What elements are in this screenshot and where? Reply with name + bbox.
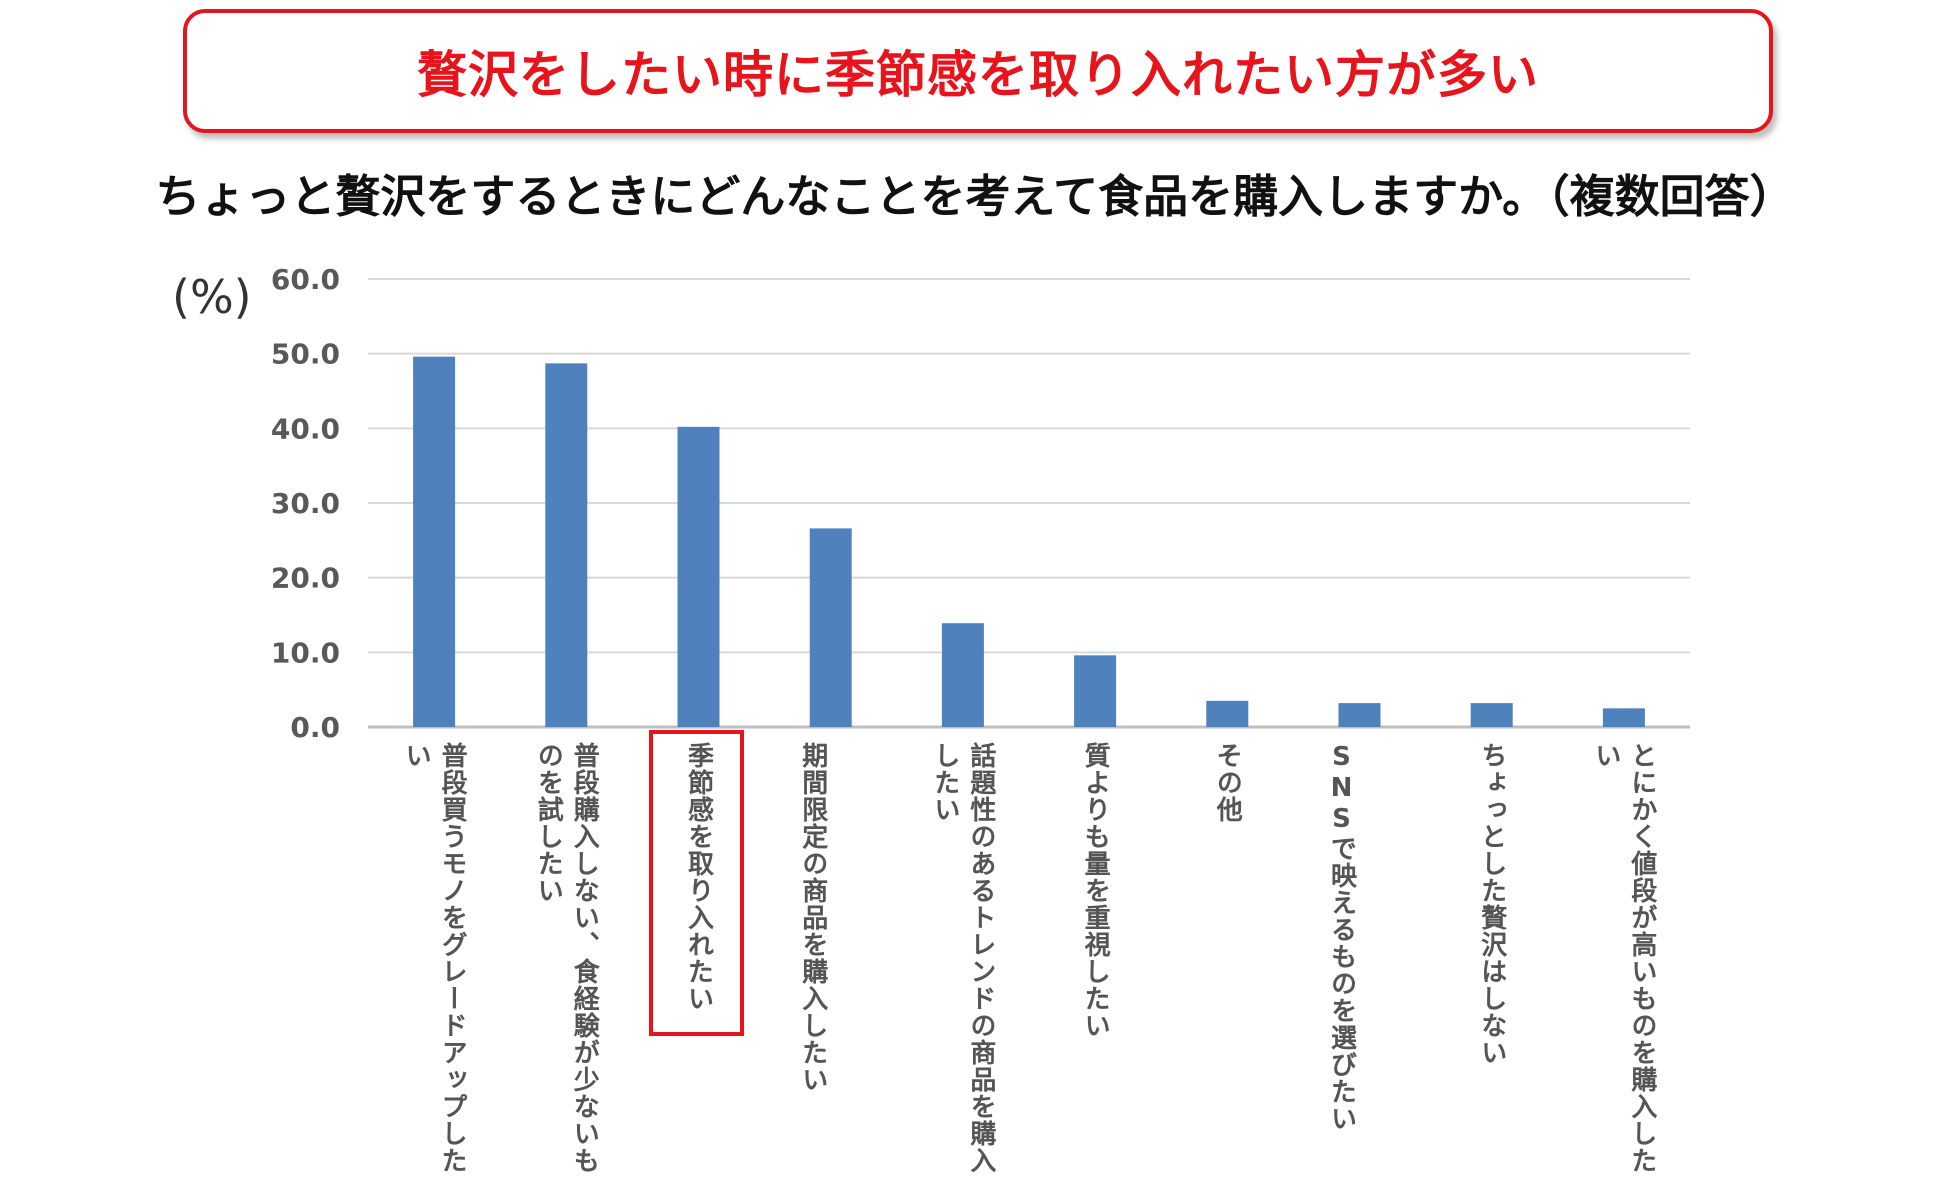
- bar: [413, 356, 456, 727]
- bar: [1206, 700, 1249, 727]
- highlight-box: [649, 730, 744, 1036]
- y-axis-unit: (%): [172, 270, 252, 324]
- x-category-label: 期間限定の商品を購入したい: [797, 742, 828, 1093]
- bar: [809, 528, 852, 727]
- question-subtitle: ちょっと贅沢をするときにどんなことを考えて食品を購入しますか。（複数回答）: [155, 170, 1795, 223]
- headline-banner: 贅沢をしたい時に季節感を取り入れたい方が多い: [183, 9, 1773, 133]
- x-category-label: 普段購入しない、食経験が少ないものを試したい: [533, 742, 600, 1174]
- bar: [1074, 655, 1117, 727]
- y-tick-label: 40.0: [271, 412, 340, 445]
- bar: [1338, 703, 1381, 727]
- y-tick-label: 10.0: [271, 636, 340, 669]
- headline-text: 贅沢をしたい時に季節感を取り入れたい方が多い: [417, 46, 1539, 104]
- bar: [677, 426, 720, 727]
- x-category-label: 季節感を取り入れたい: [683, 742, 714, 1012]
- x-category-label: 普段買うモノをグレードアップしたい: [401, 742, 468, 1174]
- x-category-label: 話題性のあるトレンドの商品を購入したい: [929, 742, 996, 1174]
- bar: [545, 363, 588, 727]
- x-category-label: とにかく値段が高いものを購入したい: [1590, 742, 1657, 1174]
- x-category-label: ちょっとした贅沢はしない: [1476, 742, 1507, 1066]
- y-tick-label: 0.0: [290, 711, 340, 744]
- x-category-label: その他: [1212, 742, 1243, 823]
- bar: [941, 623, 984, 727]
- y-tick-label: 50.0: [271, 338, 340, 371]
- bar: [1470, 703, 1513, 727]
- y-tick-label: 20.0: [271, 562, 340, 595]
- y-tick-label: 60.0: [271, 263, 340, 296]
- bar: [1602, 708, 1645, 727]
- y-tick-label: 30.0: [271, 487, 340, 520]
- x-category-label: SNSで映えるものを選びたい: [1326, 742, 1357, 1132]
- x-category-label: 質よりも量を重視したい: [1080, 742, 1111, 1039]
